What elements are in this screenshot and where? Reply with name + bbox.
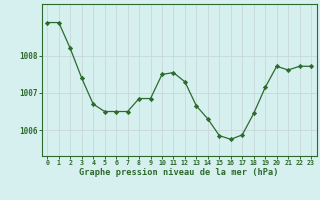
X-axis label: Graphe pression niveau de la mer (hPa): Graphe pression niveau de la mer (hPa)	[79, 168, 279, 177]
